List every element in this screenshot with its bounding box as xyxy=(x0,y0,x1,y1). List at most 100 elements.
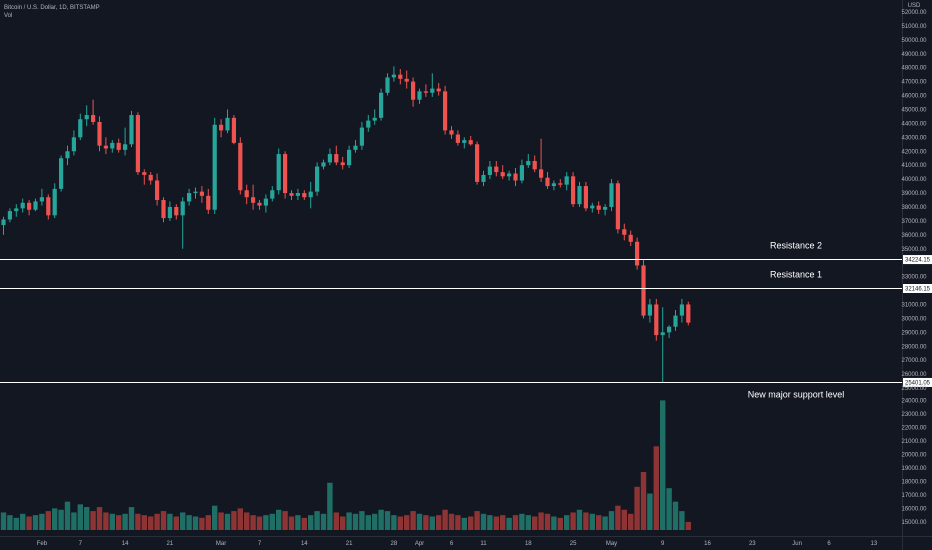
candle-body xyxy=(167,206,172,219)
price-candles xyxy=(1,66,691,383)
candle-body xyxy=(27,202,32,210)
volume-bar xyxy=(288,516,295,530)
volume-bar xyxy=(84,507,90,530)
candle-body xyxy=(673,315,678,327)
time-tick-label: 6 xyxy=(827,541,831,547)
volume-bar xyxy=(455,515,461,530)
volume-bar xyxy=(615,505,621,530)
volume-bar xyxy=(423,515,429,530)
volume-bar xyxy=(237,508,243,530)
candle-body xyxy=(327,154,332,163)
candle-body xyxy=(571,176,576,205)
volume-bar xyxy=(32,515,39,530)
candle-body xyxy=(449,130,454,135)
candle-body xyxy=(52,188,57,216)
candle-body xyxy=(289,193,294,196)
candle-body xyxy=(46,197,51,216)
volume-tick-label: 20000.00 xyxy=(901,452,927,458)
candle-body xyxy=(251,197,256,203)
candle-body xyxy=(526,161,531,166)
candle-body xyxy=(174,206,179,216)
volume-bar xyxy=(608,511,615,530)
volume-bar xyxy=(295,515,301,530)
volume-bar xyxy=(628,513,634,530)
candle-body xyxy=(551,183,556,187)
candle-body xyxy=(500,172,505,177)
volume-bar xyxy=(109,513,115,530)
price-tick-label: 30000.00 xyxy=(901,316,927,322)
candle-body xyxy=(148,174,153,181)
time-tick-label: 7 xyxy=(258,541,262,547)
candle-body xyxy=(391,74,396,78)
candle-body xyxy=(558,183,563,185)
time-tick-label: 14 xyxy=(301,541,308,547)
time-tick-label: 6 xyxy=(450,541,454,547)
candle-body xyxy=(1,219,6,226)
candle-body xyxy=(110,142,115,149)
volume-bar xyxy=(186,515,192,530)
volume-bar xyxy=(327,482,333,530)
volume-bar xyxy=(167,513,173,530)
time-tick-label: 21 xyxy=(346,541,353,547)
symbol-title[interactable]: Bitcoin / U.S. Dollar, 1D, BITSTAMP xyxy=(4,5,100,11)
volume-bar xyxy=(500,515,506,530)
volume-bar xyxy=(359,511,365,530)
volume-bar xyxy=(372,513,378,530)
candle-body xyxy=(398,74,403,79)
volume-bar xyxy=(346,512,352,530)
volume-bar xyxy=(7,515,13,530)
volume-bars xyxy=(0,400,691,530)
volume-bar xyxy=(45,511,51,530)
price-tick-label: 51000.00 xyxy=(901,24,927,30)
candle-body xyxy=(123,144,128,150)
price-tick-label: 42000.00 xyxy=(901,149,927,155)
time-tick-label: Jun xyxy=(792,541,802,547)
volume-bar xyxy=(378,509,384,530)
candle-body xyxy=(321,162,326,167)
candle-body xyxy=(462,140,467,143)
volume-tick-label: 17000.00 xyxy=(901,493,927,499)
level-price-label: 34224.15 xyxy=(905,258,931,264)
candle-body xyxy=(103,145,108,149)
volume-bar xyxy=(77,504,83,530)
volume-bar xyxy=(90,511,96,530)
volume-bar xyxy=(685,521,691,530)
volume-bar xyxy=(404,515,410,530)
price-tick-label: 25000.00 xyxy=(901,386,927,392)
volume-bar xyxy=(551,516,557,530)
candle-body xyxy=(78,119,83,138)
volume-bar xyxy=(436,515,442,530)
volume-bar xyxy=(538,512,544,530)
volume-bar xyxy=(154,513,160,530)
volume-bar xyxy=(480,513,487,530)
volume-bar xyxy=(199,517,205,530)
time-tick-label: 16 xyxy=(704,541,711,547)
level-annotation: Resistance 2 xyxy=(770,241,822,251)
price-tick-label: 52000.00 xyxy=(901,10,927,16)
price-tick-label: 40000.00 xyxy=(901,177,927,183)
time-tick-label: May xyxy=(606,541,617,547)
time-axis[interactable]: Feb 7 14 21 Mar 7 14 21 28 Apr 6 11 18 25 May 9 16 23 Jun 6… xyxy=(37,541,878,547)
volume-bar xyxy=(39,513,45,530)
candle-body xyxy=(532,161,537,170)
price-axis[interactable]: 52000.00 51000.00 50000.00 49000.00 48000.00… xyxy=(901,10,927,392)
candle-body xyxy=(97,122,102,146)
candle-body xyxy=(475,144,480,182)
candle-body xyxy=(315,166,320,192)
candle-body xyxy=(404,78,409,82)
volume-bar xyxy=(58,509,64,530)
candle-body xyxy=(219,124,224,131)
volume-bar xyxy=(244,512,250,530)
volume-bar xyxy=(397,516,403,530)
volume-indicator-label[interactable]: Vol xyxy=(4,13,12,19)
candle-body xyxy=(494,166,499,173)
candle-body xyxy=(468,140,473,145)
candle-body xyxy=(225,117,230,131)
volume-bar xyxy=(20,513,26,530)
candle-body xyxy=(641,265,646,316)
candle-body xyxy=(199,191,204,196)
time-tick-label: Feb xyxy=(37,541,48,547)
volume-axis: 24000.00 23000.00 22000.00 21000.00 20000.00… xyxy=(901,398,927,526)
volume-bar xyxy=(634,486,640,530)
